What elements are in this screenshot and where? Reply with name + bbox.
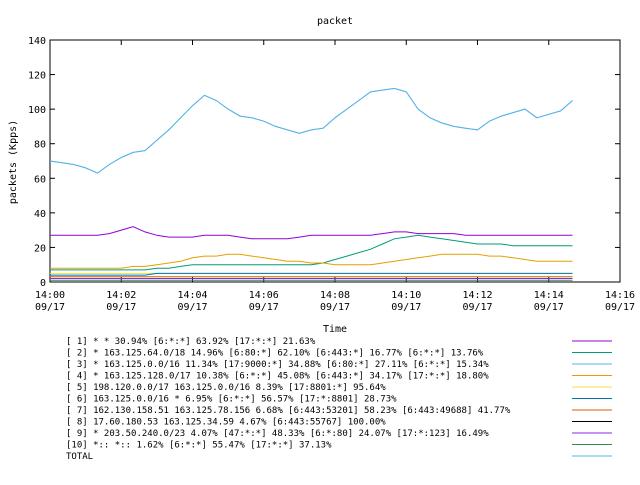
x-tick-label-date: 09/17 (534, 302, 564, 313)
x-tick-label-time: 14:08 (320, 290, 350, 301)
x-tick-label-date: 09/17 (462, 302, 492, 313)
y-tick-label: 140 (28, 36, 46, 47)
legend-label: [ 3] * 163.125.0.0/16 11.34% [17:9000:*]… (66, 360, 489, 370)
y-tick-label: 40 (34, 209, 46, 220)
legend-label: [ 2] * 163.125.64.0/18 14.96% [6:80:*] 6… (66, 349, 484, 359)
legend-label: [ 6] 163.125.0.0/16 * 6.95% [6:*:*] 56.5… (66, 395, 397, 405)
x-tick-label-time: 14:06 (249, 290, 279, 301)
x-ticks: 14:0009/1714:0209/1714:0409/1714:0609/17… (35, 40, 635, 313)
legend-label: [10] *:: *:: 1.62% [6:*:*] 55.47% [17:*:… (66, 441, 332, 451)
x-tick-label-time: 14:16 (605, 290, 635, 301)
legend-label: [ 4] * 163.125.128.0/17 10.38% [6:*:*] 4… (66, 372, 489, 382)
x-axis-label: Time (323, 324, 347, 335)
x-tick-label-date: 09/17 (106, 302, 136, 313)
legend: [ 1] * * 30.94% [6:*:*] 63.92% [17:*:*] … (66, 337, 612, 462)
legend-label: [ 5] 198.120.0.0/17 163.125.0.0/16 8.39%… (66, 383, 386, 393)
legend-label: [ 7] 162.130.158.51 163.125.78.156 6.68%… (66, 406, 511, 416)
x-tick-label-date: 09/17 (391, 302, 421, 313)
legend-label: [ 8] 17.60.180.53 163.125.34.59 4.67% [6… (66, 418, 386, 428)
series-line-11 (49, 87, 573, 174)
y-tick-label: 0 (40, 278, 46, 289)
series-lines (49, 87, 573, 281)
x-tick-label-time: 14:10 (391, 290, 421, 301)
y-axis-label: packets (Kpps) (8, 120, 19, 204)
legend-label: TOTAL (66, 452, 93, 462)
x-tick-label-date: 09/17 (177, 302, 207, 313)
series-line-6 (50, 272, 573, 276)
y-tick-label: 100 (28, 105, 46, 116)
x-tick-label-time: 14:00 (35, 290, 65, 301)
series-line-2 (50, 234, 573, 271)
series-line-4 (50, 253, 573, 269)
x-tick-label-date: 09/17 (605, 302, 635, 313)
x-tick-label-time: 14:02 (106, 290, 136, 301)
x-tick-label-date: 09/17 (249, 302, 279, 313)
y-tick-label: 80 (34, 140, 46, 151)
y-tick-label: 20 (34, 243, 46, 254)
y-tick-label: 120 (28, 71, 46, 82)
chart-title: packet (317, 16, 353, 27)
y-ticks: 0 20 40 60 80 100 120 140 (28, 36, 620, 289)
legend-label: [ 1] * * 30.94% [6:*:*] 63.92% [17:*:*] … (66, 337, 316, 347)
legend-label: [ 9] * 203.50.240.0/23 4.07% [47:*:*] 48… (66, 429, 489, 439)
x-tick-label-date: 09/17 (35, 302, 65, 313)
x-tick-label-date: 09/17 (320, 302, 350, 313)
x-tick-label-time: 14:14 (534, 290, 564, 301)
y-tick-label: 60 (34, 174, 46, 185)
x-tick-label-time: 14:04 (177, 290, 207, 301)
series-line-1 (50, 226, 573, 240)
x-tick-label-time: 14:12 (462, 290, 492, 301)
series-line-3 (49, 87, 573, 174)
